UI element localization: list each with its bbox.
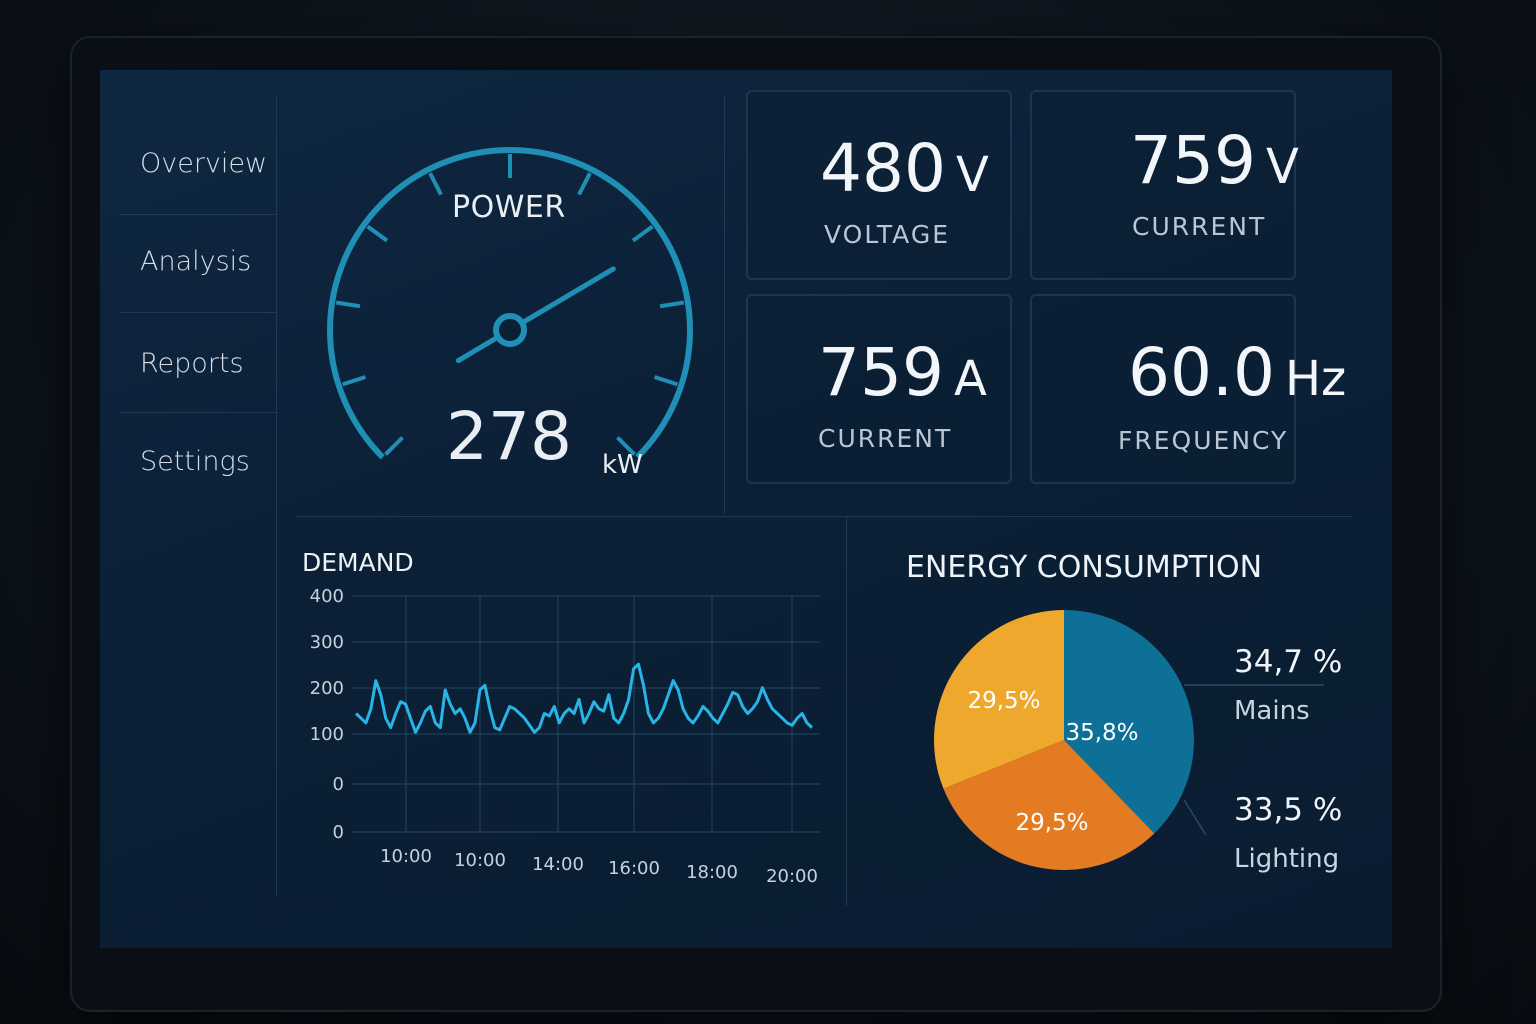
gauge-tick	[577, 172, 592, 196]
gauge-divider	[724, 96, 725, 514]
gauge-tick	[659, 300, 685, 309]
pie-slice	[943, 740, 1155, 870]
power-gauge	[327, 147, 693, 460]
energy-title: ENERGY CONSUMPTION	[906, 550, 1263, 585]
gauge-tick	[653, 375, 679, 387]
x-tick-label: 14:00	[532, 854, 584, 875]
metric-card-frequency: 60.0 Hz FREQUENCY	[1030, 294, 1346, 484]
legend-name-mains: Mains	[1234, 696, 1310, 726]
sidebar-divider	[276, 96, 277, 896]
y-tick-label: 0	[333, 774, 344, 795]
metric-number: 759	[818, 334, 944, 411]
legend-name-lighting: Lighting	[1234, 844, 1340, 874]
gauge-tick	[335, 300, 361, 309]
x-tick-label: 10:00	[454, 850, 506, 871]
metric-card-current-a: 759 A CURRENT	[746, 294, 1012, 484]
metric-number: 480	[820, 130, 946, 207]
y-tick-label: 400	[310, 586, 344, 607]
pie-slice	[934, 610, 1064, 789]
nav-item-settings[interactable]: Settings	[140, 446, 250, 477]
nav-separator	[120, 214, 276, 215]
gauge-needle	[455, 266, 616, 364]
metric-card-current-v: 759 V CURRENT	[1030, 90, 1299, 280]
metric-unit: Hz	[1284, 351, 1347, 407]
pie-slice-label: 29,5%	[1015, 810, 1088, 836]
dashboard-screen: Overview Analysis Reports Settings POWER…	[100, 70, 1392, 948]
metric-number: 759	[1130, 122, 1256, 199]
metric-unit: A	[953, 351, 987, 407]
metric-label: CURRENT	[1132, 212, 1267, 241]
x-tick-label: 18:00	[686, 862, 738, 883]
legend-pct-lighting: 33,5 %	[1234, 792, 1343, 828]
chart-divider	[846, 516, 847, 906]
gauge-title: POWER	[452, 190, 566, 225]
nav-separator	[120, 412, 276, 413]
metric-value: 759 V	[1130, 122, 1299, 199]
energy-pie-chart: 35,8% 29,5% 29,5%	[934, 610, 1194, 870]
gauge-tick	[366, 224, 389, 243]
y-tick-label: 100	[310, 724, 344, 745]
metric-value: 60.0 Hz	[1128, 334, 1346, 411]
section-divider	[296, 516, 1352, 517]
y-tick-label: 200	[310, 678, 344, 699]
metric-unit: V	[955, 147, 989, 203]
metric-label: VOLTAGE	[824, 220, 950, 249]
gauge-unit: kW	[602, 450, 643, 480]
gauge-tick	[428, 172, 443, 196]
y-tick-label: 0	[333, 822, 344, 843]
pie-slice-label: 29,5%	[967, 688, 1040, 714]
demand-title: DEMAND	[302, 548, 414, 577]
demand-series-line	[354, 662, 814, 734]
metric-label: FREQUENCY	[1118, 426, 1289, 455]
x-tick-label: 16:00	[608, 858, 660, 879]
demand-chart: 400 300 200 100 0 0 10:00 10:00 14:00 16:00 18:00 2…	[310, 586, 820, 887]
x-tick-label: 10:00	[380, 846, 432, 867]
metric-label: CURRENT	[818, 424, 953, 453]
y-tick-label: 300	[310, 632, 344, 653]
nav-item-reports[interactable]: Reports	[140, 348, 244, 379]
metric-unit: V	[1265, 139, 1299, 195]
legend-pct-mains: 34,7 %	[1234, 644, 1343, 680]
legend-leader-lines	[1184, 684, 1324, 836]
metric-number: 60.0	[1128, 334, 1275, 411]
gauge-hub	[493, 313, 527, 347]
nav-item-overview[interactable]: Overview	[140, 148, 268, 179]
pie-slice-label: 35,8%	[1065, 720, 1138, 746]
gauge-tick	[631, 224, 654, 243]
metric-card-voltage: 480 V VOLTAGE	[746, 90, 1012, 280]
metric-value: 759 A	[818, 334, 987, 411]
nav-separator	[120, 312, 276, 313]
nav-item-analysis[interactable]: Analysis	[140, 246, 252, 277]
gauge-tick	[341, 375, 367, 387]
gauge-arc	[327, 147, 693, 460]
gauge-tick	[616, 436, 636, 456]
x-tick-label: 20:00	[766, 866, 818, 887]
gauge-value: 278	[446, 398, 572, 475]
metric-value: 480 V	[820, 130, 989, 207]
pie-slice	[1064, 610, 1194, 834]
gauge-tick	[384, 436, 404, 456]
